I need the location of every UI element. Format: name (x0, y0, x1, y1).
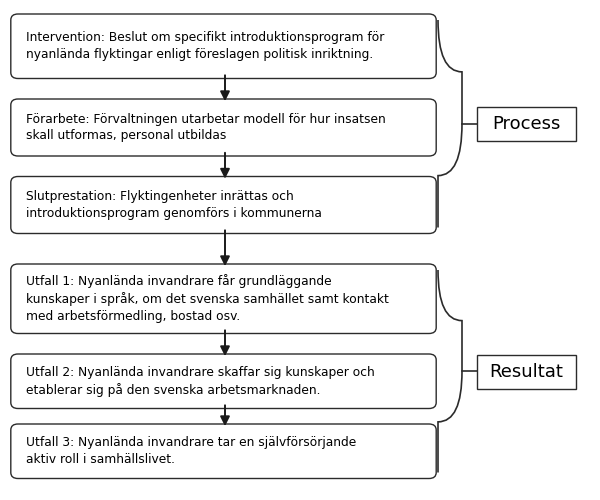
Text: Utfall 2: Nyanlända invandrare skaffar sig kunskaper och
etablerar sig på den sv: Utfall 2: Nyanlända invandrare skaffar s… (26, 366, 375, 397)
FancyBboxPatch shape (11, 354, 436, 408)
Text: Slutprestation: Flyktingenheter inrättas och
introduktionsprogram genomförs i ko: Slutprestation: Flyktingenheter inrättas… (26, 190, 322, 220)
FancyBboxPatch shape (11, 176, 436, 234)
FancyBboxPatch shape (477, 107, 576, 141)
FancyBboxPatch shape (11, 424, 436, 478)
Text: Intervention: Beslut om specifikt introduktionsprogram för
nyanlända flyktingar : Intervention: Beslut om specifikt introd… (26, 31, 385, 61)
Text: Förarbete: Förvaltningen utarbetar modell för hur insatsen
skall utformas, perso: Förarbete: Förvaltningen utarbetar model… (26, 112, 386, 142)
FancyBboxPatch shape (477, 355, 576, 389)
Text: Utfall 1: Nyanlända invandrare får grundläggande
kunskaper i språk, om det svens: Utfall 1: Nyanlända invandrare får grund… (26, 274, 389, 324)
FancyBboxPatch shape (11, 264, 436, 334)
FancyBboxPatch shape (11, 99, 436, 156)
Text: Process: Process (493, 115, 560, 133)
FancyBboxPatch shape (11, 14, 436, 78)
Text: Resultat: Resultat (490, 363, 563, 381)
Text: Utfall 3: Nyanlända invandrare tar en självförsörjande
aktiv roll i samhällslive: Utfall 3: Nyanlända invandrare tar en sj… (26, 436, 356, 466)
